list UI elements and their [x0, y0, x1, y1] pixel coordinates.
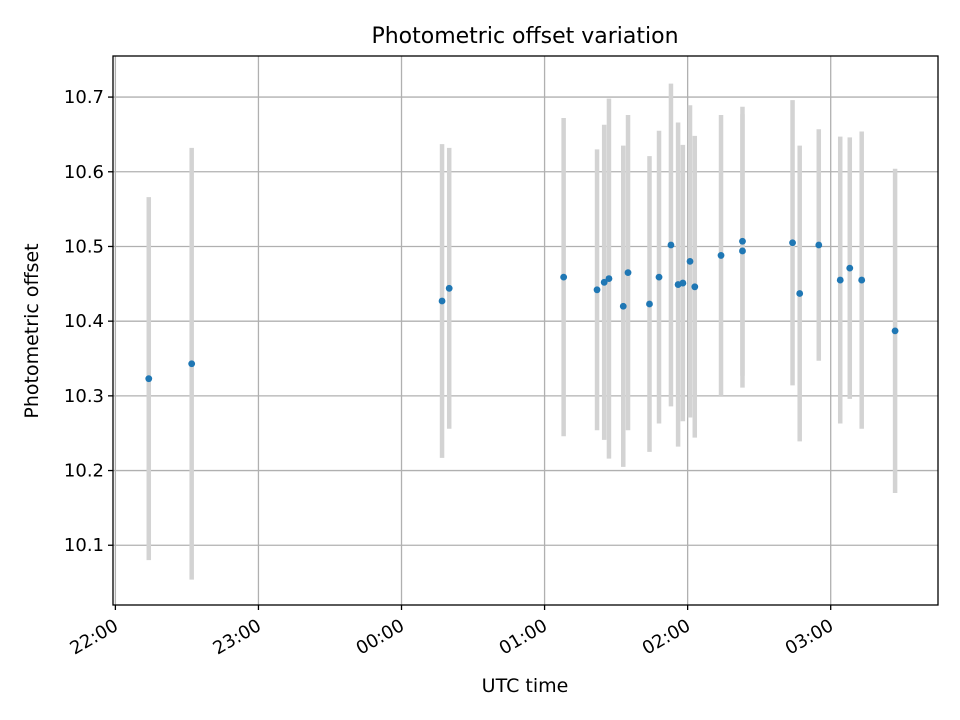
- data-point: [655, 273, 663, 281]
- data-point: [836, 276, 844, 284]
- data-point: [717, 252, 725, 259]
- data-point: [593, 286, 601, 294]
- y-tick-label: 10.5: [64, 236, 104, 257]
- y-tick-label: 10.3: [64, 386, 104, 407]
- data-point: [619, 302, 627, 310]
- data-point: [646, 300, 653, 308]
- data-points: [145, 237, 899, 383]
- data-point: [739, 237, 746, 245]
- data-point: [438, 297, 446, 305]
- data-point: [145, 375, 153, 383]
- y-axis-label: Photometric offset: [21, 243, 43, 418]
- data-point: [796, 290, 804, 297]
- data-point: [789, 239, 796, 247]
- y-tick-label: 10.2: [64, 461, 104, 482]
- y-tick-label: 10.1: [64, 535, 104, 556]
- data-point: [846, 264, 854, 272]
- data-point: [858, 276, 866, 284]
- data-point: [686, 258, 694, 265]
- data-point: [691, 283, 699, 291]
- y-tick-label: 10.4: [64, 311, 104, 332]
- data-point: [667, 241, 675, 249]
- data-point: [624, 269, 632, 277]
- plot-frame: [112, 55, 939, 606]
- y-axis-ticks: 10.1 10.2 10.3 10.4 10.5 10.6 10.7: [64, 87, 113, 556]
- data-point: [188, 360, 196, 368]
- y-tick-label: 10.7: [64, 87, 104, 108]
- data-point: [445, 284, 453, 292]
- chart-title: Photometric offset variation: [371, 24, 678, 49]
- data-point: [891, 327, 899, 335]
- data-point: [739, 247, 746, 255]
- y-tick-label: 10.6: [64, 162, 104, 183]
- data-point: [600, 278, 608, 286]
- data-point: [605, 275, 613, 282]
- data-point: [560, 273, 568, 281]
- data-point: [679, 279, 687, 287]
- data-point: [815, 241, 823, 249]
- x-axis-label: UTC time: [482, 675, 569, 697]
